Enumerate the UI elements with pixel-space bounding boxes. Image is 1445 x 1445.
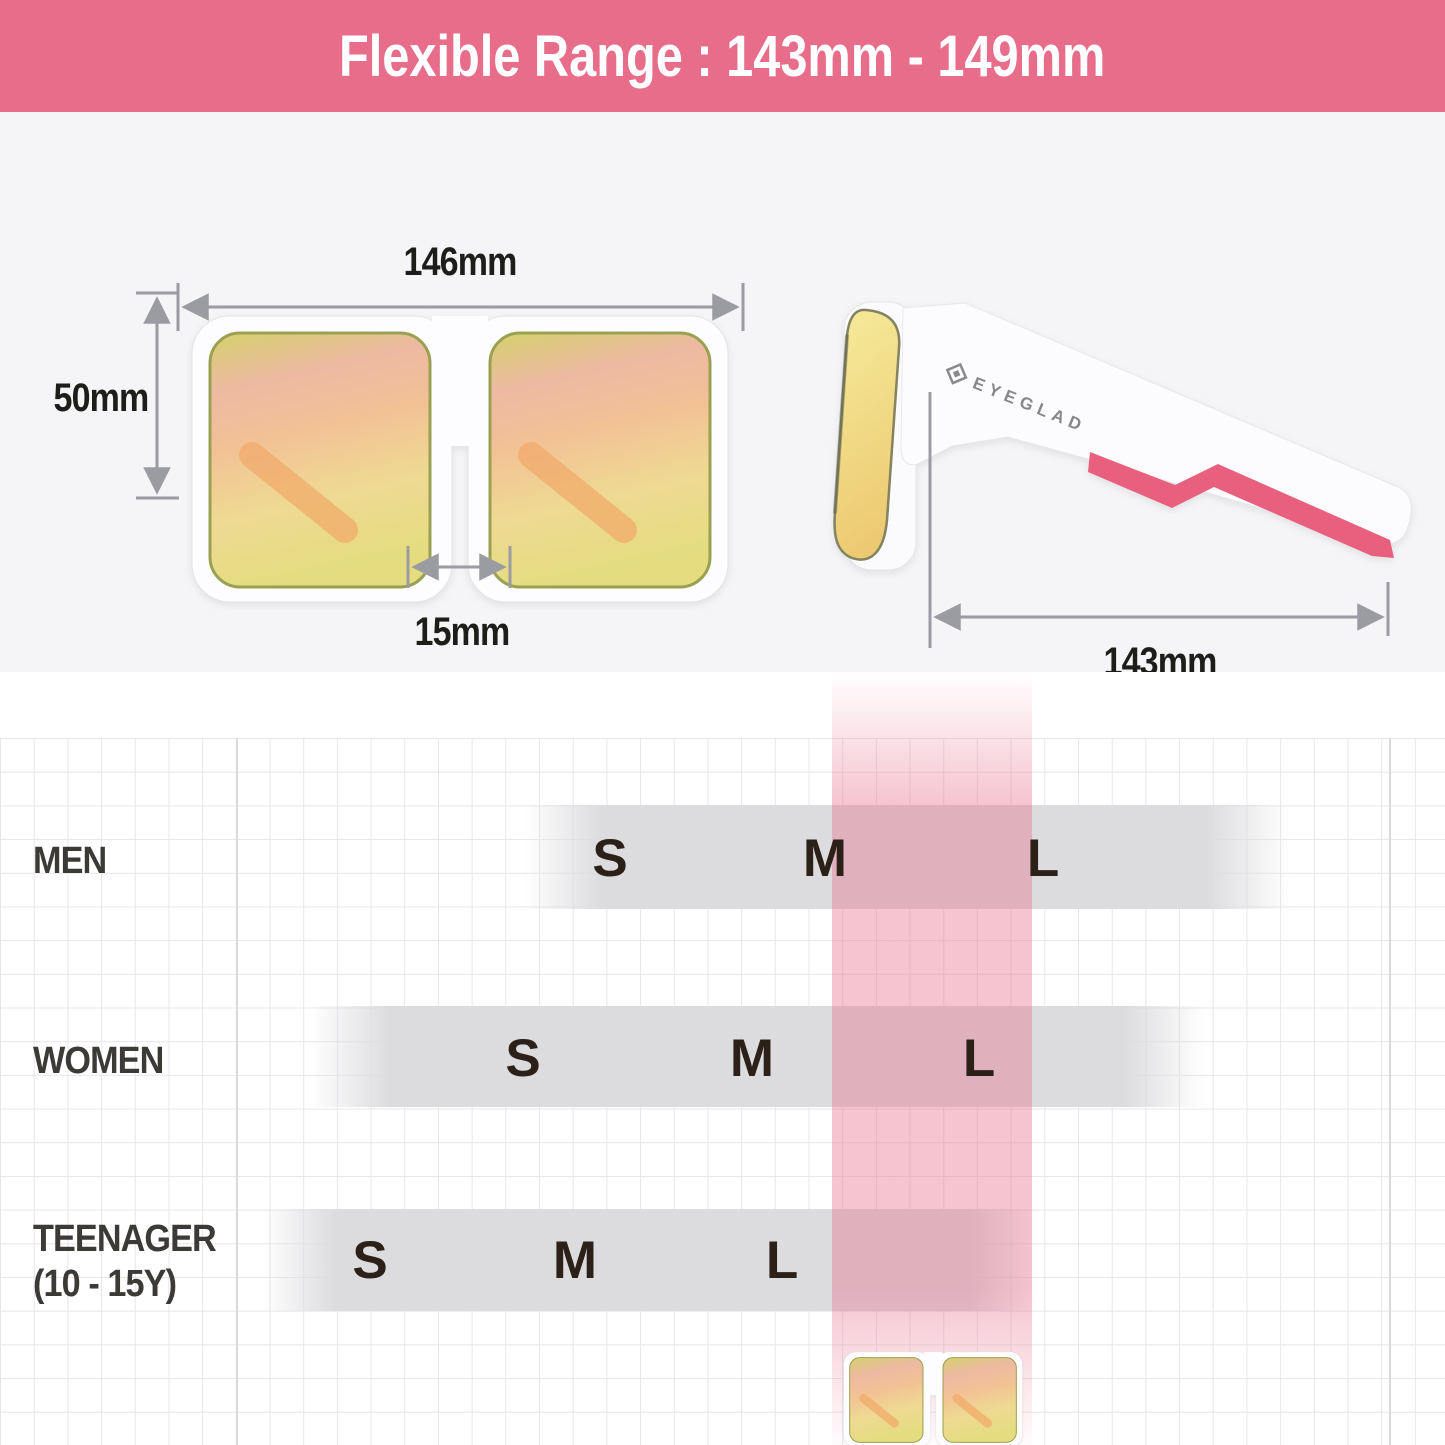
page-title: Flexible Range : 143mm - 149mm: [339, 23, 1106, 89]
side-lens: [833, 308, 901, 561]
temple-pink-stripe: [1088, 452, 1394, 558]
teenager-size-s: S: [352, 1231, 388, 1290]
teenager-size-m: M: [552, 1231, 598, 1290]
grid-major-line-right: [1389, 738, 1391, 1445]
lens-height-label: 50mm: [53, 376, 150, 420]
teenager-size-bar: [262, 1209, 1038, 1311]
glasses-diagram: EYEGLAD: [136, 283, 1412, 648]
women-size-l: L: [962, 1029, 996, 1088]
flexible-range-highlight-band: [832, 672, 1032, 1445]
mini-glasses-marker: [820, 1340, 1060, 1445]
grid-major-line-left: [236, 738, 238, 1445]
men-size-bar: [525, 805, 1290, 909]
product-dimensions-section: EYEGLAD 146mm 50mm 15mm 143mm: [0, 112, 1445, 684]
men-size-s: S: [592, 829, 628, 888]
left-lens: [208, 331, 432, 589]
right-lens: [488, 331, 712, 589]
dimension-lines: [136, 283, 1390, 648]
left-lens-reflection: [239, 442, 358, 543]
header-banner: Flexible Range : 143mm - 149mm: [0, 0, 1445, 112]
bridge-width-label: 15mm: [414, 610, 511, 654]
lens-width-label: 146mm: [403, 240, 518, 284]
brand-diamond-icon: [945, 362, 968, 385]
temple-arm: [900, 302, 1412, 544]
women-size-bar: [310, 1006, 1205, 1107]
front-glasses: [191, 315, 729, 603]
row-label-men: MEN: [33, 840, 107, 882]
size-chart-section: MEN WOMEN TEENAGER (10 - 15Y) S M L S M …: [0, 672, 1445, 1445]
side-glasses: EYEGLAD: [833, 301, 1412, 571]
women-size-s: S: [505, 1029, 541, 1088]
men-size-l: L: [1026, 829, 1060, 888]
row-label-teenager-line1: TEENAGER: [33, 1218, 217, 1260]
women-size-m: M: [729, 1029, 775, 1088]
teenager-size-l: L: [765, 1231, 799, 1290]
right-lens-reflection: [518, 442, 637, 543]
row-label-teenager: TEENAGER (10 - 15Y): [33, 1217, 217, 1307]
men-size-m: M: [802, 829, 848, 888]
row-label-women: WOMEN: [33, 1040, 164, 1082]
row-label-teenager-line2: (10 - 15Y): [33, 1262, 177, 1305]
